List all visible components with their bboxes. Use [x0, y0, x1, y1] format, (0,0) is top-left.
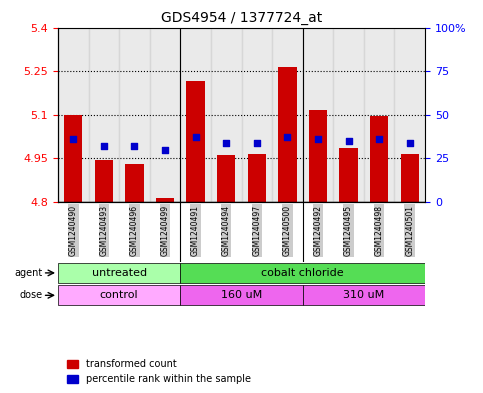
Text: GSM1240491: GSM1240491 [191, 205, 200, 256]
Bar [278, 67, 297, 202]
Point [100, 143, 108, 149]
FancyBboxPatch shape [180, 285, 303, 305]
Bar [180, 28, 211, 202]
Point [345, 138, 353, 144]
Point [284, 134, 291, 141]
Text: 160 uM: 160 uM [221, 290, 262, 300]
Text: GSM1240493: GSM1240493 [99, 205, 108, 256]
Point [253, 140, 261, 146]
Bar [242, 28, 272, 202]
Text: GSM1240500: GSM1240500 [283, 205, 292, 256]
Text: dose: dose [19, 290, 43, 300]
Bar [64, 115, 83, 202]
Point [130, 143, 138, 149]
Bar [309, 110, 327, 202]
FancyBboxPatch shape [180, 263, 425, 283]
Bar [395, 28, 425, 202]
Text: agent: agent [14, 268, 43, 278]
Bar [272, 28, 303, 202]
Bar [95, 160, 113, 202]
Point [161, 147, 169, 153]
Point [192, 134, 199, 141]
Title: GDS4954 / 1377724_at: GDS4954 / 1377724_at [161, 11, 322, 25]
Bar [58, 28, 88, 202]
Text: GSM1240494: GSM1240494 [222, 205, 231, 256]
Text: untreated: untreated [92, 268, 147, 278]
Bar [119, 28, 150, 202]
Legend: transformed count, percentile rank within the sample: transformed count, percentile rank withi… [63, 356, 255, 388]
Text: control: control [100, 290, 139, 300]
Bar [340, 148, 358, 202]
Text: GSM1240495: GSM1240495 [344, 205, 353, 256]
Text: GSM1240499: GSM1240499 [160, 205, 170, 256]
FancyBboxPatch shape [58, 263, 180, 283]
Text: GSM1240501: GSM1240501 [405, 205, 414, 256]
Text: GSM1240498: GSM1240498 [375, 205, 384, 256]
Bar [186, 81, 205, 202]
Bar [150, 28, 180, 202]
Bar [364, 28, 395, 202]
Bar [400, 154, 419, 202]
Bar [88, 28, 119, 202]
Bar [303, 28, 333, 202]
FancyBboxPatch shape [303, 285, 425, 305]
Bar [211, 28, 242, 202]
Text: GSM1240490: GSM1240490 [69, 205, 78, 256]
Bar [333, 28, 364, 202]
Bar [248, 154, 266, 202]
Point [222, 140, 230, 146]
Text: 310 uM: 310 uM [343, 290, 384, 300]
Point [406, 140, 413, 146]
Bar [370, 116, 388, 202]
Point [314, 136, 322, 142]
Point [375, 136, 383, 142]
Bar [125, 164, 143, 202]
FancyBboxPatch shape [58, 285, 180, 305]
Text: GSM1240497: GSM1240497 [252, 205, 261, 256]
Bar [156, 198, 174, 202]
Bar [217, 155, 235, 202]
Text: GSM1240492: GSM1240492 [313, 205, 323, 256]
Text: cobalt chloride: cobalt chloride [261, 268, 344, 278]
Point [70, 136, 77, 142]
Text: GSM1240496: GSM1240496 [130, 205, 139, 256]
